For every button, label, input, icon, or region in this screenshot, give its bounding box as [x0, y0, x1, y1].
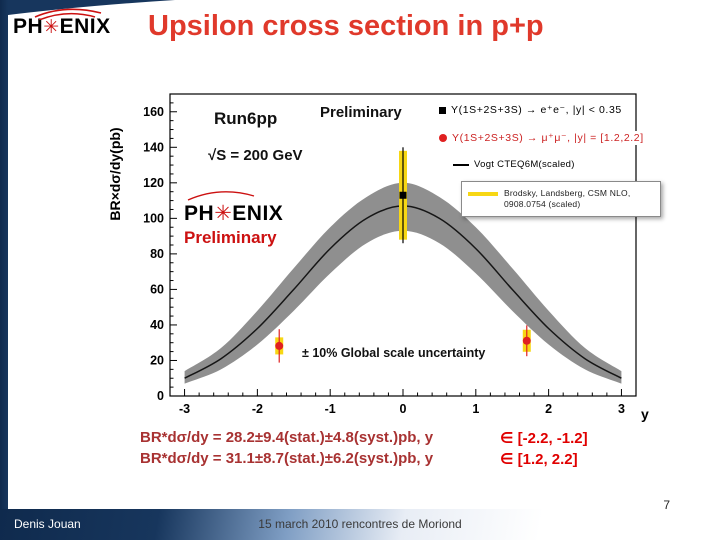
results-block: BR*dσ/dy = 28.2±9.4(stat.)±4.8(syst.)pb,…	[140, 429, 710, 471]
y-tick-label: 60	[150, 282, 164, 296]
watermark-logo-left: PH	[184, 202, 214, 225]
red-circle-marker-icon	[439, 134, 447, 142]
legend-label-vogt: Vogt CTEQ6M(scaled)	[474, 159, 575, 170]
logo-swoosh-icon	[34, 8, 102, 20]
energy-label: √S = 200 GeV	[208, 147, 303, 164]
legend-label-brodsky: Brodsky, Landsberg, CSM NLO, 0908.0754 (…	[504, 188, 631, 210]
y-tick-label: 0	[157, 389, 164, 403]
legend-item-ee: Υ(1S+2S+3S) → e⁺e⁻, |y| < 0.35	[436, 103, 625, 117]
logo-text-left: PH	[13, 15, 44, 38]
chart: -3 -2 -1 0 1 2 3 0 20 40 60 80 100 120 140 160 BR×dσ/dy…	[96, 86, 656, 431]
x-tick-label: 0	[400, 402, 407, 416]
left-border-decoration	[0, 0, 8, 540]
run-label: Run6pp	[214, 109, 277, 128]
result-formula: BR*dσ/dy = 31.1±8.7(stat.)±6.2(syst.)pb,…	[140, 450, 434, 467]
y-tick-label: 20	[150, 353, 164, 367]
result-rapidity-range: ∈ [1.2, 2.2]	[500, 451, 578, 468]
black-line-marker-icon	[453, 163, 469, 166]
logo-text-right: ENIX	[59, 15, 111, 38]
phenix-logo: PH✳ENIX	[13, 8, 111, 39]
result-line-backward: BR*dσ/dy = 28.2±9.4(stat.)±4.8(syst.)pb,…	[140, 429, 710, 450]
y-tick-label: 160	[143, 105, 164, 119]
footer-band	[0, 509, 720, 540]
data-points	[275, 147, 531, 363]
yellow-line-marker-icon	[468, 192, 498, 196]
y-tick-label: 120	[143, 176, 164, 190]
result-line-forward: BR*dσ/dy = 31.1±8.7(stat.)±6.2(syst.)pb,…	[140, 450, 710, 471]
data-marker-circle	[275, 341, 284, 350]
footer-date-venue: 15 march 2010 rencontres de Moriond	[258, 517, 462, 531]
watermark-phenix-logo: PH✳ENIX	[184, 202, 283, 225]
x-axis-title: y	[641, 406, 649, 422]
x-tick-label: -2	[252, 402, 263, 416]
legend-item-mumu: Υ(1S+2S+3S) → μ⁺μ⁻, |y| = [1.2,2.2]	[436, 131, 647, 145]
watermark-star-icon: ✳	[214, 202, 232, 225]
legend-item-vogt: Vogt CTEQ6M(scaled)	[450, 158, 578, 171]
preliminary-label-top: Preliminary	[320, 104, 402, 121]
scale-uncertainty-note: ± 10% Global scale uncertainty	[302, 346, 485, 360]
data-marker-square	[399, 191, 407, 199]
y-tick-label: 40	[150, 318, 164, 332]
legend-label-ee: Υ(1S+2S+3S) → e⁺e⁻, |y| < 0.35	[451, 104, 622, 116]
top-left-decoration	[0, 0, 175, 16]
y-axis-title: BR×dσ/dy(pb)	[107, 127, 123, 220]
y-tick-label: 80	[150, 247, 164, 261]
legend-item-brodsky: Brodsky, Landsberg, CSM NLO, 0908.0754 (…	[461, 181, 661, 218]
x-tick-label: 2	[545, 402, 552, 416]
data-marker-circle	[522, 336, 531, 345]
y-tick-label: 100	[143, 211, 164, 225]
logo-star-icon: ✳	[43, 17, 60, 38]
watermark-swoosh-icon	[187, 191, 255, 201]
result-formula: BR*dσ/dy = 28.2±9.4(stat.)±4.8(syst.)pb,…	[140, 429, 434, 446]
x-tick-label: -1	[325, 402, 336, 416]
plot-frame	[169, 93, 637, 397]
page-title: Upsilon cross section in p+p	[148, 10, 544, 42]
watermark-logo-right: ENIX	[232, 202, 283, 225]
x-tick-label: 1	[472, 402, 479, 416]
axis-ticks: -3 -2 -1 0 1 2 3 0 20 40 60 80 100 120 140 160	[143, 102, 625, 416]
result-rapidity-range: ∈ [-2.2, -1.2]	[500, 430, 588, 447]
watermark-preliminary: Preliminary	[184, 228, 277, 247]
black-square-marker-icon	[439, 106, 446, 114]
y-tick-label: 140	[143, 140, 164, 154]
legend-label-mumu: Υ(1S+2S+3S) → μ⁺μ⁻, |y| = [1.2,2.2]	[452, 132, 644, 144]
x-tick-label: -3	[179, 402, 190, 416]
page-number: 7	[663, 498, 670, 512]
chart-svg: -3 -2 -1 0 1 2 3 0 20 40 60 80 100 120 140 160 BR×dσ/dy…	[107, 93, 649, 422]
footer-author: Denis Jouan	[14, 517, 81, 531]
x-tick-label: 3	[618, 402, 625, 416]
